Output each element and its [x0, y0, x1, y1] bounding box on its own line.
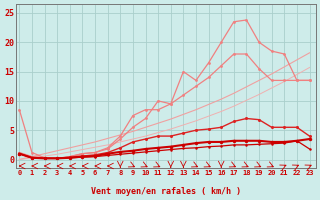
- X-axis label: Vent moyen/en rafales ( km/h ): Vent moyen/en rafales ( km/h ): [91, 187, 241, 196]
